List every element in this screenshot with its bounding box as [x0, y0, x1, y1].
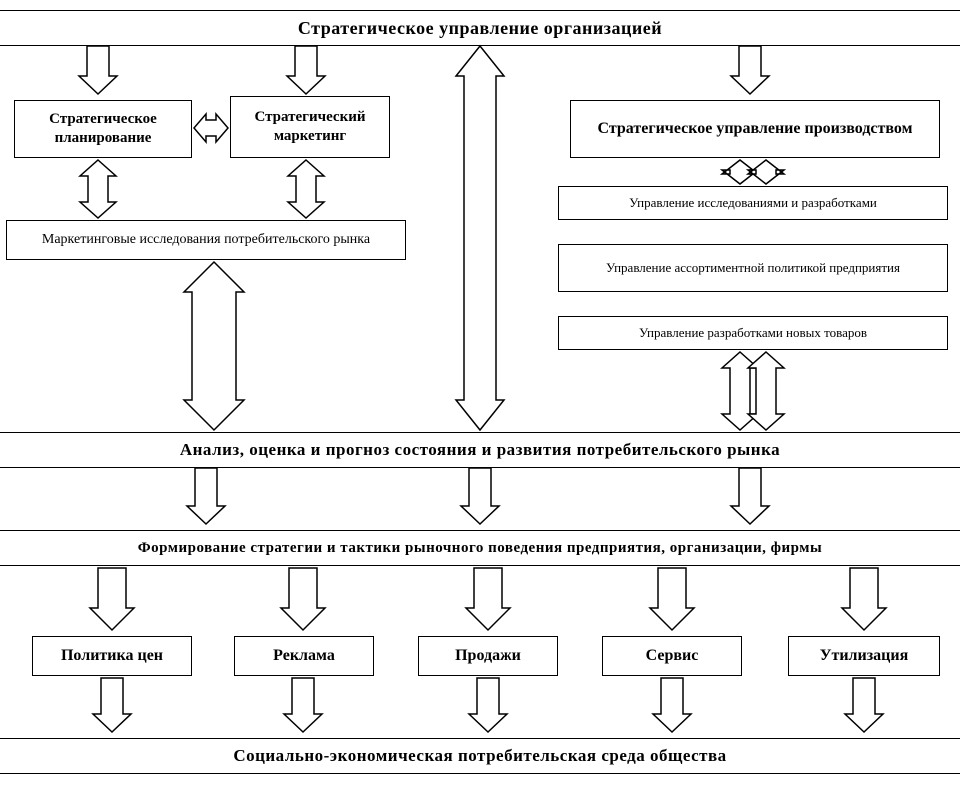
box-ad: Реклама: [234, 636, 374, 676]
down-arrow-15: [845, 678, 883, 732]
box-pol_price: Политика цен: [32, 636, 192, 676]
double-arrow-v-0: [80, 160, 116, 218]
band-b4: Социально-экономическая потребительская …: [0, 738, 960, 774]
double-arrow-v-6: [184, 262, 244, 430]
band-b1: Стратегическое управление организацией: [0, 10, 960, 46]
band-label-b4: Социально-экономическая потребительская …: [233, 746, 726, 766]
box-service: Сервис: [602, 636, 742, 676]
box-assort: Управление ассортиментной политикой пред…: [558, 244, 948, 292]
double-arrow-v-5: [748, 352, 784, 430]
box-sales: Продажи: [418, 636, 558, 676]
down-arrow-12: [284, 678, 322, 732]
box-label-strat_plan: Стратегическое планирование: [21, 110, 185, 149]
double-arrow-v-7: [456, 46, 504, 430]
box-strat_plan: Стратегическое планирование: [14, 100, 192, 158]
down-arrow-3: [187, 468, 225, 524]
down-arrow-7: [281, 568, 325, 630]
double-arrow-v-1: [288, 160, 324, 218]
box-new_goods: Управление разработками новых товаров: [558, 316, 948, 350]
box-strat_mkt: Стратегический маркетинг: [230, 96, 390, 158]
band-label-b2: Анализ, оценка и прогноз состояния и раз…: [180, 440, 780, 460]
down-arrow-9: [650, 568, 694, 630]
box-label-strat_mkt: Стратегический маркетинг: [237, 108, 383, 147]
double-arrow-h-0: [194, 114, 228, 142]
down-arrow-4: [461, 468, 499, 524]
box-label-strat_prod: Стратегическое управление производством: [597, 119, 912, 140]
down-arrow-2: [731, 46, 769, 94]
box-label-pol_price: Политика цен: [61, 646, 163, 667]
down-arrow-5: [731, 468, 769, 524]
box-r_d: Управление исследованиями и разработками: [558, 186, 948, 220]
band-label-b1: Стратегическое управление организацией: [298, 18, 662, 39]
down-arrow-14: [653, 678, 691, 732]
band-b2: Анализ, оценка и прогноз состояния и раз…: [0, 432, 960, 468]
box-label-assort: Управление ассортиментной политикой пред…: [606, 260, 900, 277]
box-mkt_research: Маркетинговые исследования потребительск…: [6, 220, 406, 260]
box-strat_prod: Стратегическое управление производством: [570, 100, 940, 158]
down-arrow-0: [79, 46, 117, 94]
band-label-b3: Формирование стратегии и тактики рыночно…: [138, 540, 822, 557]
box-label-util: Утилизация: [820, 646, 909, 667]
box-label-ad: Реклама: [273, 646, 335, 667]
box-label-new_goods: Управление разработками новых товаров: [639, 325, 867, 342]
down-arrow-6: [90, 568, 134, 630]
box-label-sales: Продажи: [455, 646, 521, 667]
down-arrow-8: [466, 568, 510, 630]
band-b3: Формирование стратегии и тактики рыночно…: [0, 530, 960, 566]
box-label-service: Сервис: [646, 646, 699, 667]
down-arrow-11: [93, 678, 131, 732]
box-label-mkt_research: Маркетинговые исследования потребительск…: [42, 231, 370, 249]
box-label-r_d: Управление исследованиями и разработками: [629, 195, 877, 212]
box-util: Утилизация: [788, 636, 940, 676]
down-arrow-13: [469, 678, 507, 732]
double-arrow-v-3: [748, 160, 784, 184]
down-arrow-10: [842, 568, 886, 630]
down-arrow-1: [287, 46, 325, 94]
